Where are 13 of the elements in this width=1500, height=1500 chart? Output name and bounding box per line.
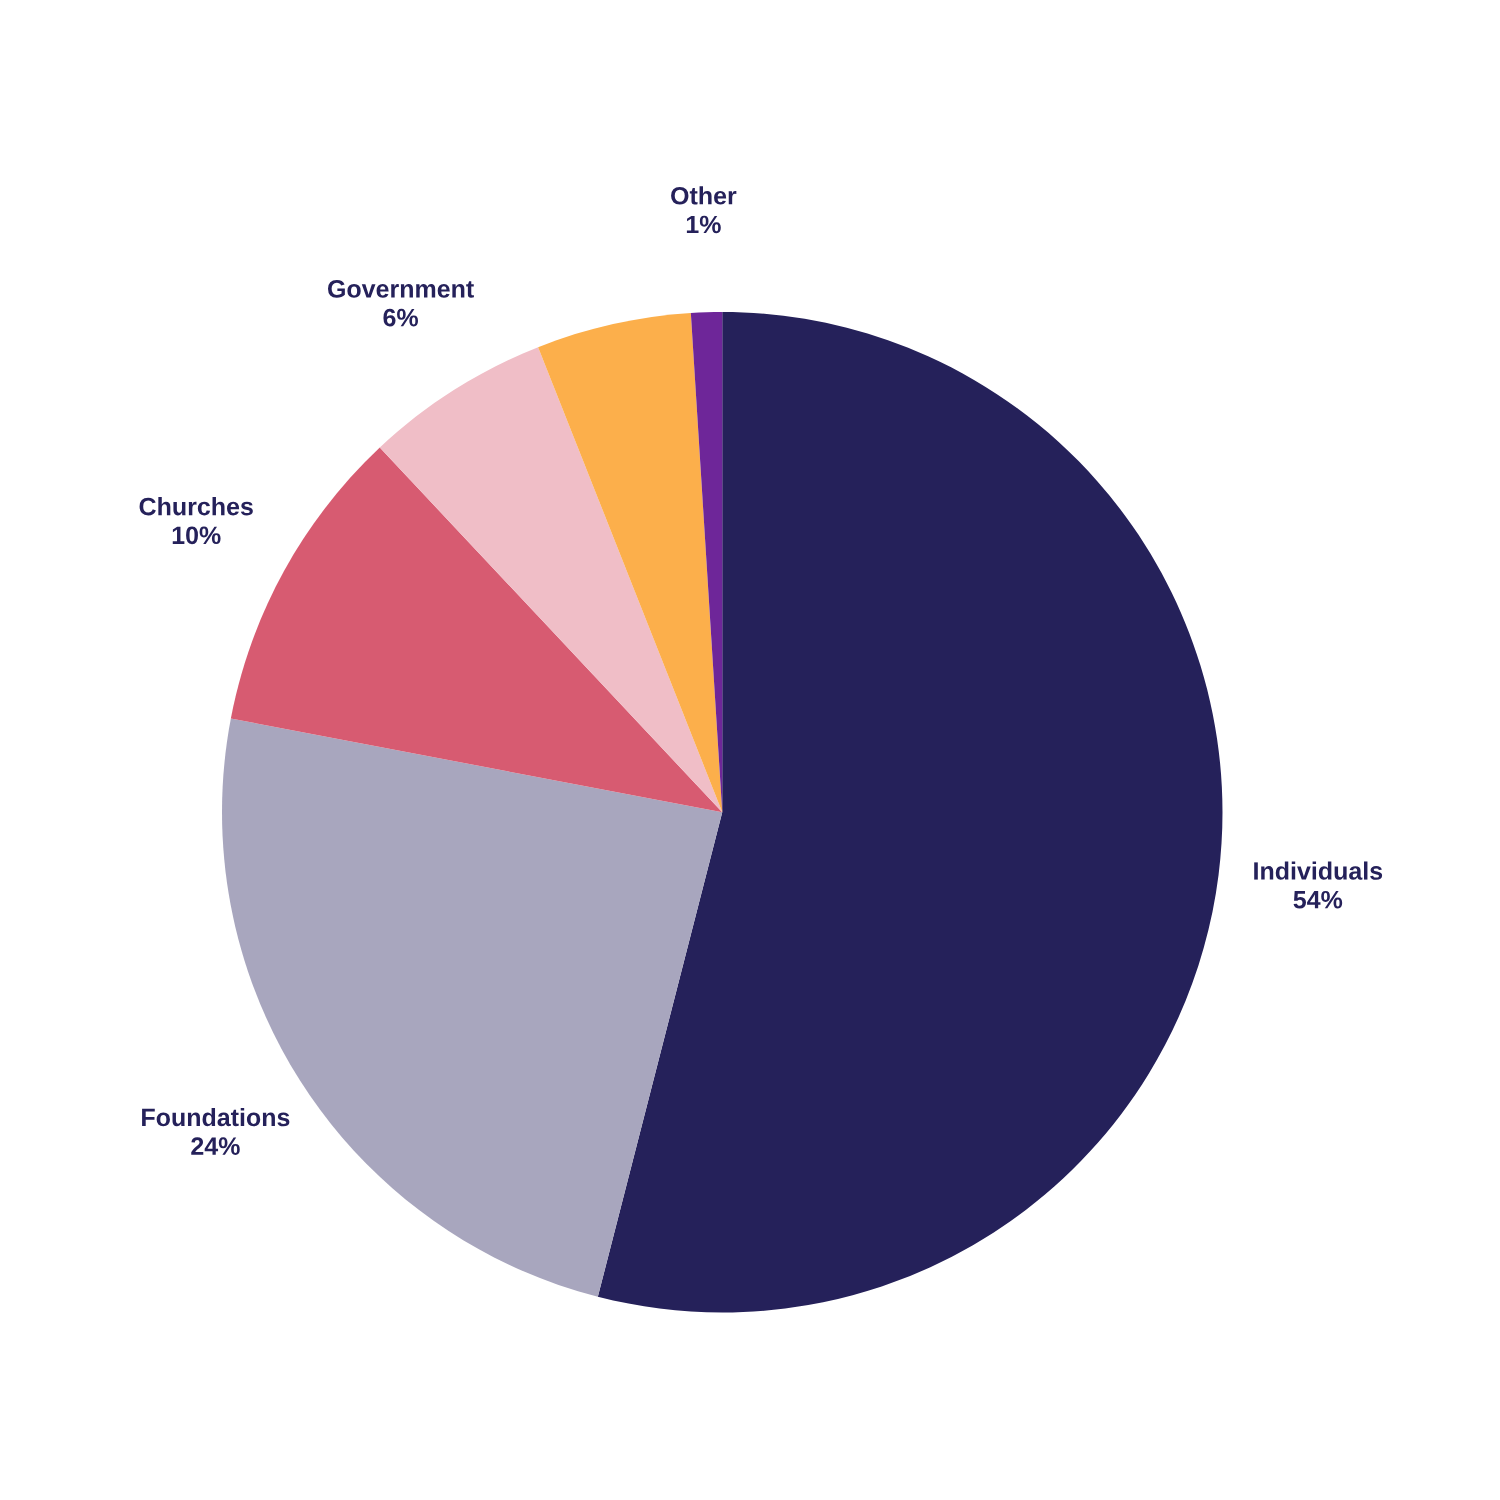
- slice-label: Individuals: [1254, 861, 1383, 880]
- data-label: 10%: [172, 526, 221, 545]
- pie-slice: [597, 312, 1223, 1313]
- data-label: 24%: [191, 1137, 240, 1155]
- data-label: 1%: [686, 215, 721, 234]
- slice-label: Other: [671, 186, 737, 205]
- slice-label: Government: [328, 280, 474, 298]
- slice-label: Churches: [139, 497, 253, 516]
- pie-slice: [379, 347, 723, 813]
- data-label: 6%: [383, 308, 418, 327]
- slice-label: Foundations: [142, 1107, 290, 1127]
- pie-slice: [538, 312, 723, 813]
- data-label: 54%: [1293, 890, 1343, 909]
